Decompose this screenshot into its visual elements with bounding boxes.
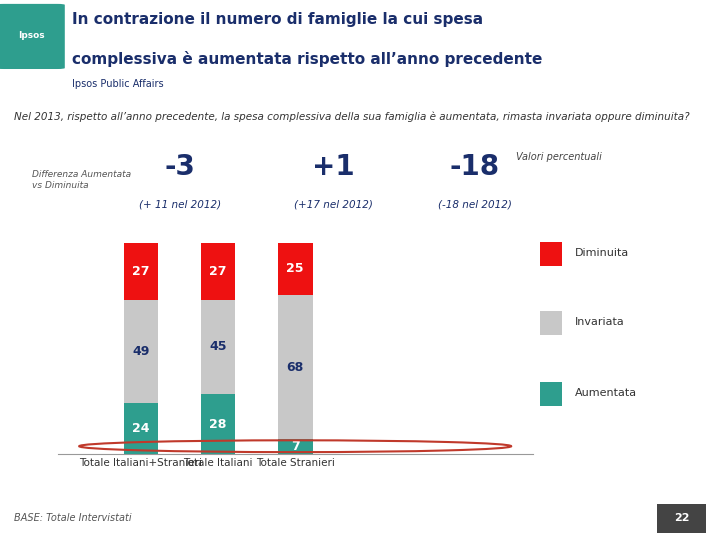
- Text: Invariata: Invariata: [575, 317, 624, 327]
- Text: 22: 22: [674, 513, 689, 523]
- Text: Diminuita: Diminuita: [575, 248, 629, 258]
- Text: Ipsos: Ipsos: [18, 31, 44, 40]
- Text: Valori percentuali: Valori percentuali: [516, 152, 602, 162]
- Text: 68: 68: [287, 361, 304, 374]
- Bar: [201, 300, 235, 395]
- Text: (+ 11 nel 2012): (+ 11 nel 2012): [139, 200, 221, 210]
- FancyBboxPatch shape: [0, 4, 65, 69]
- Text: 7: 7: [291, 440, 300, 453]
- Text: 45: 45: [210, 341, 227, 354]
- Bar: [278, 295, 312, 439]
- Text: (+17 nel 2012): (+17 nel 2012): [294, 200, 373, 210]
- Text: In contrazione il numero di famiglie la cui spesa: In contrazione il numero di famiglie la …: [72, 12, 483, 26]
- Bar: [124, 242, 158, 300]
- Bar: [124, 403, 158, 454]
- FancyBboxPatch shape: [657, 504, 706, 533]
- Text: BASE: Totale Intervistati: BASE: Totale Intervistati: [14, 514, 132, 523]
- FancyBboxPatch shape: [540, 242, 562, 266]
- Text: -3: -3: [164, 153, 195, 181]
- Text: complessiva è aumentata rispetto all’anno precedente: complessiva è aumentata rispetto all’ann…: [72, 51, 542, 66]
- Bar: [201, 395, 235, 454]
- Text: 49: 49: [132, 345, 150, 357]
- Bar: [124, 300, 158, 403]
- FancyBboxPatch shape: [540, 311, 562, 335]
- Text: +1: +1: [312, 153, 354, 181]
- Text: 25: 25: [287, 262, 304, 275]
- Text: Differenza Aumentata
vs Diminuita: Differenza Aumentata vs Diminuita: [32, 170, 131, 190]
- Bar: [201, 242, 235, 300]
- Text: 27: 27: [210, 265, 227, 278]
- Text: Ipsos Public Affairs: Ipsos Public Affairs: [72, 79, 163, 90]
- Text: -18: -18: [450, 153, 500, 181]
- FancyBboxPatch shape: [540, 382, 562, 406]
- Text: Nel 2013, rispetto all’anno precedente, la spesa complessiva della sua famiglia : Nel 2013, rispetto all’anno precedente, …: [14, 111, 690, 122]
- Text: 28: 28: [210, 417, 227, 430]
- Bar: [278, 439, 312, 454]
- Text: Aumentata: Aumentata: [575, 388, 636, 398]
- Text: (-18 nel 2012): (-18 nel 2012): [438, 200, 512, 210]
- Text: 27: 27: [132, 265, 150, 278]
- Text: 24: 24: [132, 422, 150, 435]
- FancyBboxPatch shape: [3, 144, 616, 223]
- Bar: [278, 242, 312, 295]
